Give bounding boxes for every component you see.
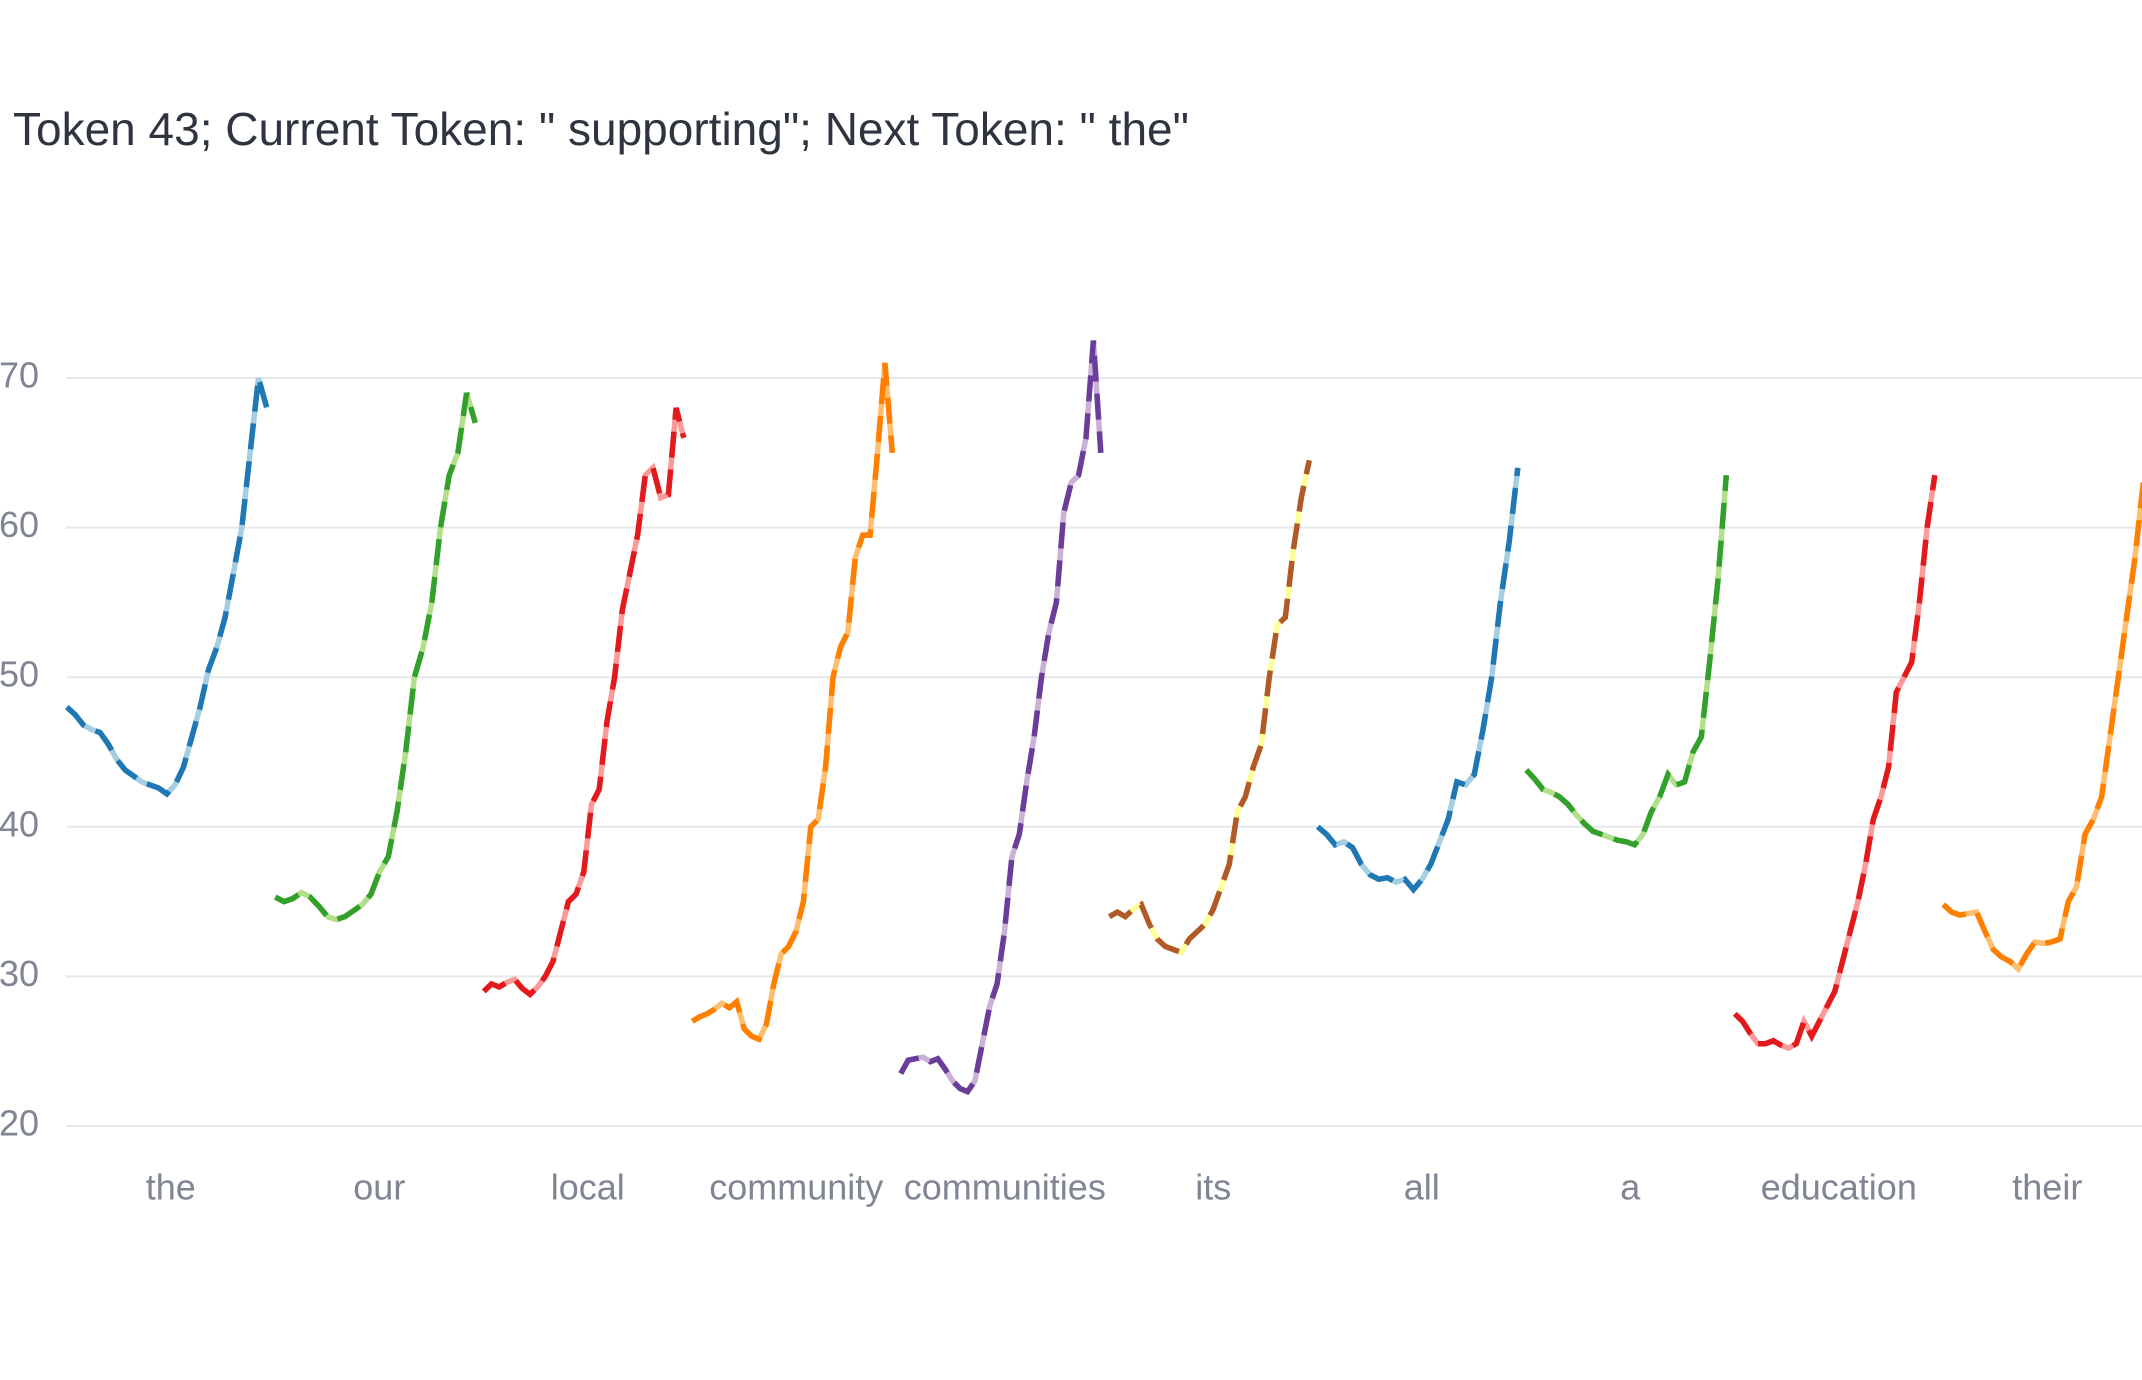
series-line [1941,482,2142,974]
y-tick-label: 70 [0,355,39,396]
chart-title: Token 43; Current Token: " supporting"; … [13,103,1189,155]
y-tick-label: 40 [0,803,39,844]
x-tick-label: education [1761,1167,1917,1208]
x-tick-label: our [353,1167,405,1208]
series-line [64,377,270,798]
series-line [1107,459,1312,956]
x-tick-label: their [2012,1167,2082,1208]
y-tick-label: 30 [0,953,39,994]
y-tick-label: 50 [0,654,39,695]
series-line-light [1107,459,1312,956]
x-tick-label: community [709,1167,883,1208]
y-tick-label: 20 [0,1103,39,1144]
x-tick-label: the [146,1167,196,1208]
x-tick-label: its [1195,1167,1231,1208]
series-line-light [274,392,478,923]
series-line [274,392,478,923]
series-line [898,340,1104,1095]
series-line-light [898,340,1104,1095]
series-line [1524,474,1730,849]
x-tick-label: communities [904,1167,1106,1208]
series-line-light [1941,482,2142,974]
series-line-light [1732,474,1938,1052]
series-line [481,407,687,999]
x-tick-label: local [551,1167,625,1208]
x-tick-label: all [1404,1167,1440,1208]
series-line [1316,467,1521,894]
series-line-light [1524,474,1730,849]
series-line-light [481,407,687,999]
series-line [690,362,896,1043]
x-tick-label: a [1620,1167,1641,1208]
series-line [1732,474,1938,1052]
y-tick-label: 60 [0,504,39,545]
